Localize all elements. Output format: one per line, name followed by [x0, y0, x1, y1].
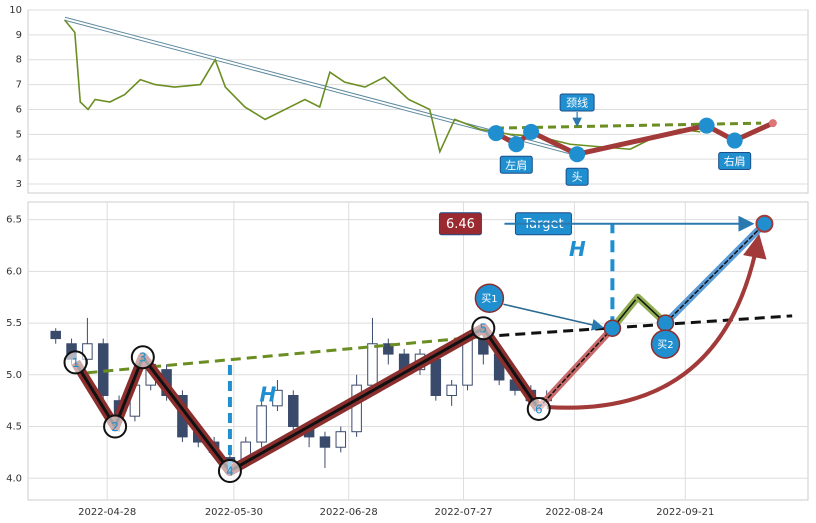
- pattern-point: [130, 345, 155, 370]
- pattern-point: [698, 117, 715, 134]
- y-tick-label: 4.5: [6, 422, 22, 433]
- annotation-neckline: 颈线: [566, 96, 588, 110]
- pattern-point: [488, 125, 504, 142]
- measure-label: H: [569, 237, 586, 261]
- pattern-label: 2: [111, 420, 119, 434]
- x-tick-label: 2022-09-21: [656, 507, 714, 518]
- target-value-label-box: [438, 212, 482, 236]
- x-tick-label: 2022-04-28: [78, 507, 136, 518]
- y-tick-label: 3: [16, 179, 22, 190]
- pattern-point: [63, 350, 88, 375]
- pattern-point: [471, 316, 496, 341]
- y-tick-label: 6.5: [6, 215, 22, 226]
- annotation-right-shoulder-box: [718, 152, 752, 171]
- measure-label: H: [260, 383, 277, 407]
- y-tick-label: 4.0: [6, 473, 22, 484]
- x-tick-label: 2022-08-24: [545, 507, 603, 518]
- pattern-label: 6: [535, 402, 543, 416]
- x-tick-label: 2022-06-28: [320, 507, 378, 518]
- annotation-right-shoulder: 右肩: [724, 154, 746, 168]
- pattern-point: [103, 414, 128, 439]
- target-value-label: 6.46: [446, 217, 475, 232]
- annotation-left-shoulder: 左肩: [505, 158, 527, 172]
- pattern-point: [768, 119, 777, 128]
- candle-body: [462, 338, 473, 386]
- candle-body: [367, 343, 378, 386]
- pattern-point: [726, 132, 743, 149]
- y-tick-label: 8: [16, 55, 22, 66]
- pattern-label: 5: [480, 322, 488, 336]
- pattern-point: [523, 123, 540, 140]
- y-tick-label: 5.0: [6, 370, 22, 381]
- candle-body: [256, 405, 267, 443]
- y-tick-label: 6.0: [6, 266, 22, 277]
- candle-body: [82, 343, 93, 360]
- pattern-point: [526, 396, 551, 421]
- y-tick-label: 9: [16, 30, 22, 41]
- y-tick-label: 5.5: [6, 318, 22, 329]
- y-tick-label: 10: [9, 5, 22, 16]
- y-tick-label: 7: [16, 80, 22, 91]
- pattern-point: [569, 146, 586, 163]
- projection-arrow: [546, 233, 767, 410]
- neckline: [483, 314, 793, 339]
- candle-body: [335, 431, 347, 448]
- candle-body: [351, 384, 362, 433]
- pattern-line-core: [74, 326, 540, 473]
- pattern-point: [508, 136, 525, 153]
- neckline: [495, 121, 762, 130]
- annotation-head: 头: [572, 171, 583, 184]
- candle-body: [383, 343, 394, 355]
- buy-label: 买1: [481, 293, 497, 305]
- annotation-head-box: [565, 167, 589, 186]
- buy-point: [656, 314, 675, 332]
- x-tick-label: 2022-07-27: [434, 507, 492, 518]
- pattern-label: 1: [72, 356, 80, 370]
- pattern-label: 3: [139, 351, 147, 365]
- candle-body: [272, 389, 283, 407]
- buy-point: [603, 319, 622, 337]
- projection-core: [538, 327, 614, 409]
- buy-label-badge: [474, 283, 505, 313]
- candle-body: [430, 358, 442, 396]
- candle-body: [319, 436, 331, 448]
- annotation-left-shoulder-box: [499, 155, 533, 174]
- pattern-label: 4: [226, 465, 234, 479]
- y-tick-label: 6: [16, 104, 22, 115]
- buy-label: 买2: [657, 339, 673, 351]
- y-tick-label: 5: [16, 129, 22, 140]
- candle-body: [446, 384, 457, 396]
- buy-arrow: [503, 303, 604, 331]
- y-tick-label: 4: [16, 154, 22, 165]
- projection-core: [664, 222, 766, 324]
- x-tick-label: 2022-05-30: [205, 507, 263, 518]
- pattern-point: [217, 459, 242, 484]
- candle-body: [288, 394, 299, 428]
- candle-body: [50, 330, 61, 340]
- annotation-neckline-box: [559, 93, 595, 112]
- plot-area: [27, 9, 809, 194]
- buy-label-badge: [650, 329, 681, 359]
- target-point: [755, 214, 774, 233]
